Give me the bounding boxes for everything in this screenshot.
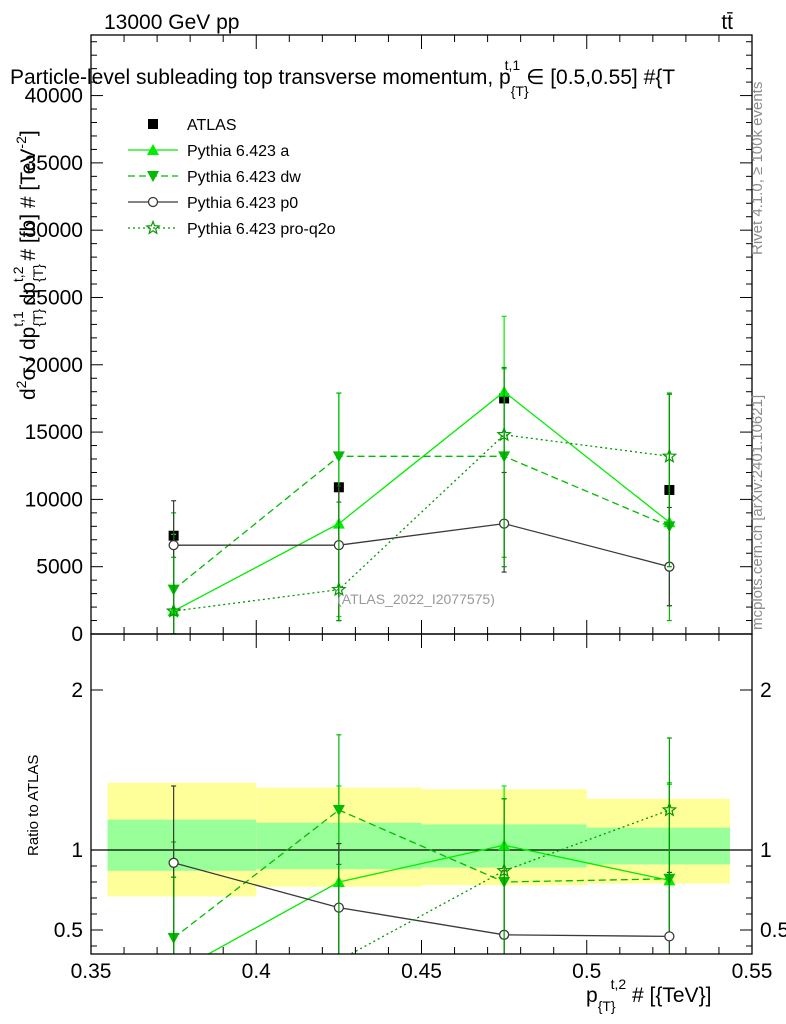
x-tick-label: 0.5 bbox=[572, 960, 601, 983]
data-point bbox=[165, 602, 182, 618]
energy-label: 13000 GeV pp bbox=[104, 11, 239, 34]
ratio-y-tick-label: 2 bbox=[71, 679, 83, 702]
process-label: tt̄ bbox=[721, 11, 733, 34]
axes-layer: 0 5000 10000 15000 20000 25000 30000 35000 40000… bbox=[25, 34, 786, 983]
rivet-label: Rivet 4.1.0, ≥ 100k events bbox=[749, 82, 766, 255]
ratio-y-tick-label: 0.5 bbox=[54, 919, 83, 942]
plot-title-sup: t,1 bbox=[505, 57, 521, 73]
ylabel-t1: t,1 bbox=[10, 311, 26, 327]
main-series-layer bbox=[165, 315, 678, 634]
main-y-tick-label: 40000 bbox=[25, 85, 83, 108]
series-pythia-6-423-pro-q2o bbox=[165, 366, 678, 634]
legend-label: ATLAS bbox=[187, 117, 237, 134]
legend: ATLAS Pythia 6.423 a Pythia 6.423 dw Pythia… bbox=[128, 117, 336, 238]
xlabel-t2: t,2 bbox=[611, 976, 627, 992]
main-y-axis-label: d2σ / dp{T}t,1 dp{T}t,2 # [fb] # [TeV-2] bbox=[10, 130, 46, 400]
main-y-tick-label: 25000 bbox=[25, 286, 83, 309]
ratio-y-tick-label-right: 1 bbox=[760, 839, 772, 862]
ylabel-T1: {T} bbox=[30, 308, 46, 326]
ratio-series-layer bbox=[167, 734, 678, 979]
ylabel-t2: t,2 bbox=[10, 266, 26, 282]
ratio-y-tick-label-right: 2 bbox=[760, 679, 772, 702]
ratio-bands-layer bbox=[91, 782, 752, 897]
legend-marker bbox=[147, 196, 159, 208]
analysis-watermark: (ATLAS_2022_I2077575) bbox=[337, 591, 495, 607]
legend-entry-pythia-6-423-dw: Pythia 6.423 dw bbox=[128, 169, 301, 186]
main-y-tick-label: 5000 bbox=[36, 556, 83, 579]
ratio-point bbox=[661, 801, 678, 817]
legend-marker bbox=[147, 144, 159, 155]
ratio-point bbox=[332, 805, 345, 816]
ratio-point bbox=[168, 857, 179, 868]
main-y-tick-label: 0 bbox=[71, 623, 83, 646]
main-y-tick-label: 35000 bbox=[25, 152, 83, 175]
plot-title-tail: ∈ [0.5,0.55] #{T bbox=[520, 66, 675, 89]
legend-marker bbox=[145, 219, 161, 235]
main-y-tick-label: 20000 bbox=[25, 354, 83, 377]
data-point bbox=[168, 540, 179, 551]
plot-title-sub: {T} bbox=[511, 83, 529, 99]
main-y-tick-label: 30000 bbox=[25, 219, 83, 242]
ratio-point bbox=[496, 862, 512, 878]
band-inner bbox=[107, 819, 257, 871]
series-line-pythia-6-423-dw bbox=[173, 455, 670, 591]
data-point bbox=[332, 451, 345, 463]
band-inner bbox=[586, 827, 730, 865]
data-point bbox=[331, 581, 347, 597]
plot-title-text: Particle-level subleading top transverse… bbox=[10, 66, 511, 89]
ylabel-exp: -2 bbox=[13, 136, 29, 149]
data-point bbox=[496, 426, 512, 442]
ratio-point bbox=[338, 952, 340, 954]
ylabel-d-exp: 2 bbox=[13, 380, 29, 388]
ylabel-sigma: σ bbox=[17, 368, 40, 381]
x-tick-label: 0.55 bbox=[732, 960, 773, 983]
mcplots-label: mcplots.cern.ch [arXiv:2401.10621] bbox=[749, 395, 766, 630]
ratio-y-tick-label-right: 0.5 bbox=[760, 919, 786, 942]
plot-title: Particle-level subleading top transverse… bbox=[10, 57, 675, 99]
x-tick-label: 0.35 bbox=[71, 960, 112, 983]
legend-marker bbox=[148, 119, 158, 129]
ylabel-d: d bbox=[17, 388, 40, 400]
series-line-pythia-6-423-pro-q2o bbox=[173, 434, 670, 612]
ratio-line-pythia-6-423-pro-q2o bbox=[349, 809, 670, 954]
main-y-tick-label: 15000 bbox=[25, 421, 83, 444]
ylabel-dp1: / dp bbox=[17, 327, 40, 362]
legend-entry-atlas: ATLAS bbox=[148, 117, 237, 134]
xlabel-units-text: # [{TeV}] bbox=[632, 984, 711, 1007]
main-y-tick-label: 10000 bbox=[25, 488, 83, 511]
x-tick-label: 0.4 bbox=[242, 960, 272, 983]
data-point bbox=[661, 448, 678, 463]
legend-label: Pythia 6.423 dw bbox=[187, 169, 301, 186]
series-pythia-6-423-a bbox=[167, 315, 676, 634]
legend-label: Pythia 6.423 p0 bbox=[187, 195, 298, 212]
legend-entry-pythia-6-423-a: Pythia 6.423 a bbox=[128, 143, 289, 160]
ratio-point bbox=[167, 967, 179, 979]
ratio-line-pythia-6-423-dw bbox=[173, 809, 670, 939]
legend-entry-pythia-6-423-p0: Pythia 6.423 p0 bbox=[128, 195, 298, 212]
x-tick-label: 0.45 bbox=[401, 960, 442, 983]
x-axis-label: p{T} t,2 # [{TeV}] bbox=[586, 976, 711, 1014]
ratio-point bbox=[664, 931, 675, 942]
legend-entry-pythia-6-423-pro-q2o: Pythia 6.423 pro-q2o bbox=[128, 219, 336, 238]
series-line-pythia-6-423-p0 bbox=[173, 522, 670, 568]
ylabel-dp2-text: dp bbox=[17, 282, 40, 305]
xlabel-p: p bbox=[586, 984, 598, 1007]
xlabel-T: {T} bbox=[598, 998, 616, 1014]
ratio-y-tick-label: 1 bbox=[71, 839, 83, 862]
ylabel-close: ] bbox=[17, 130, 40, 136]
ratio-line-pythia-6-423-p0 bbox=[173, 862, 670, 938]
legend-label: Pythia 6.423 a bbox=[187, 143, 289, 160]
ylabel-units-text: # [fb] # [TeV bbox=[17, 149, 40, 261]
ratio-series-pythia-6-423-pro-q2o bbox=[167, 737, 678, 979]
series-line-pythia-6-423-a bbox=[173, 390, 670, 612]
ylabel-T2: {T} bbox=[30, 264, 46, 282]
ratio-y-axis-label: Ratio to ATLAS bbox=[25, 755, 42, 856]
legend-label: Pythia 6.423 pro-q2o bbox=[187, 221, 336, 238]
legend-marker bbox=[147, 171, 159, 182]
ratio-point bbox=[168, 967, 180, 978]
ratio-line-pythia-6-423-a bbox=[207, 844, 670, 954]
